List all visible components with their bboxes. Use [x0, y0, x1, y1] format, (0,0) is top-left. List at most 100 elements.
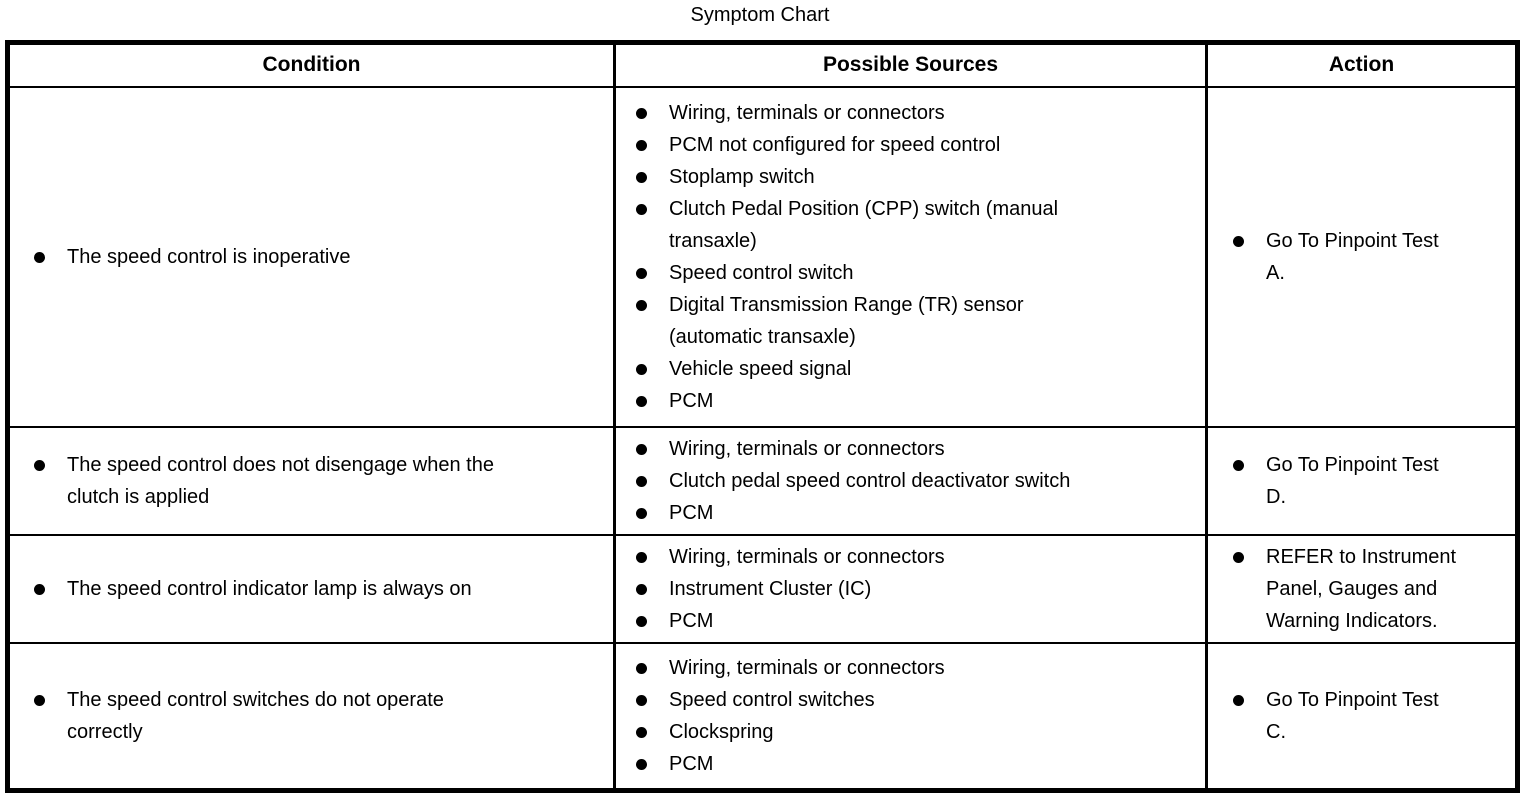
condition-cell: The speed control switches do not operat… — [8, 643, 615, 791]
bullet-icon — [1233, 459, 1244, 471]
bullet-icon — [636, 395, 647, 407]
bullet-icon — [636, 615, 647, 627]
table-body: The speed control is inoperative Wiring, … — [7, 86, 1518, 791]
sources-cell: Wiring, terminals or connectors Speed con… — [613, 642, 1207, 791]
condition-text: The speed control switches do not operat… — [67, 688, 444, 743]
condition-list: The speed control is inoperative — [10, 241, 613, 273]
page-title: Symptom Chart — [690, 4, 830, 26]
table-row: The speed control does not disengage whe… — [7, 426, 1518, 535]
bullet-icon — [636, 299, 647, 311]
action-cell: Go To Pinpoint Test D. — [1205, 426, 1518, 535]
bullet-icon — [636, 107, 647, 119]
sources-item: Vehicle speed signal — [616, 353, 1205, 385]
sources-item: Stoplamp switch — [616, 161, 1205, 193]
condition-list: The speed control indicator lamp is alwa… — [10, 573, 613, 605]
action-text: Go To Pinpoint Test D. — [1266, 453, 1439, 508]
sources-text: Clutch Pedal Position (CPP) switch (manu… — [669, 197, 1059, 252]
bullet-icon — [636, 443, 647, 455]
action-cell: REFER to Instrument Panel, Gauges and Wa… — [1205, 534, 1518, 643]
action-list: Go To Pinpoint Test A. — [1208, 225, 1515, 289]
table-row: The speed control is inoperative Wiring, … — [8, 86, 1518, 427]
action-cell: Go To Pinpoint Test A. — [1205, 86, 1518, 427]
symptom-chart-table: Condition Possible Sources Action The sp… — [5, 40, 1520, 793]
sources-item: PCM — [616, 605, 1205, 637]
bullet-icon — [636, 583, 647, 595]
sources-item: PCM — [616, 748, 1205, 780]
condition-text: The speed control indicator lamp is alwa… — [67, 577, 472, 600]
sources-text: Digital Transmission Range (TR) sensor (… — [669, 293, 1024, 348]
table-header: Condition Possible Sources Action — [7, 42, 1518, 87]
action-item: Go To Pinpoint Test D. — [1208, 449, 1515, 513]
bullet-icon — [636, 267, 647, 279]
action-item: REFER to Instrument Panel, Gauges and Wa… — [1208, 541, 1515, 637]
sources-cell: Wiring, terminals or connectors PCM not c… — [613, 86, 1207, 427]
sources-item: Speed control switch — [616, 257, 1205, 289]
sources-text: Instrument Cluster (IC) — [669, 577, 872, 600]
sources-item: Clockspring — [616, 716, 1205, 748]
bullet-icon — [636, 507, 647, 519]
bullet-icon — [1233, 694, 1244, 706]
sources-cell: Wiring, terminals or connectors Instrumen… — [613, 534, 1207, 643]
sources-text: PCM — [669, 609, 714, 632]
sources-text: Wiring, terminals or connectors — [669, 656, 945, 679]
sources-item: PCM — [616, 497, 1205, 529]
bullet-icon — [636, 171, 647, 183]
sources-item: Clutch pedal speed control deactivator s… — [616, 465, 1205, 497]
sources-text: Clockspring — [669, 720, 774, 743]
bullet-icon — [1233, 235, 1244, 247]
action-list: Go To Pinpoint Test C. — [1208, 684, 1515, 748]
sources-text: Speed control switch — [669, 261, 854, 284]
sources-item: Wiring, terminals or connectors — [616, 97, 1205, 129]
sources-item: PCM — [616, 385, 1205, 417]
bullet-icon — [34, 459, 45, 471]
table-row: The speed control switches do not operat… — [7, 642, 1518, 791]
sources-text: PCM — [669, 501, 714, 524]
header-action: Action — [1205, 42, 1518, 87]
action-list: REFER to Instrument Panel, Gauges and Wa… — [1208, 541, 1515, 637]
bullet-icon — [34, 251, 45, 263]
bullet-icon — [636, 363, 647, 375]
sources-text: PCM not configured for speed control — [669, 133, 1001, 156]
sources-item: Instrument Cluster (IC) — [616, 573, 1205, 605]
bullet-icon — [636, 662, 647, 674]
condition-cell: The speed control does not disengage whe… — [8, 427, 615, 535]
bullet-icon — [636, 551, 647, 563]
sources-item: Wiring, terminals or connectors — [616, 541, 1205, 573]
condition-item: The speed control does not disengage whe… — [10, 449, 613, 513]
action-item: Go To Pinpoint Test C. — [1208, 684, 1515, 748]
sources-text: Vehicle speed signal — [669, 357, 852, 380]
condition-item: The speed control indicator lamp is alwa… — [10, 573, 613, 605]
sources-item: Speed control switches — [616, 684, 1205, 716]
action-item: Go To Pinpoint Test A. — [1208, 225, 1515, 289]
sources-item: Clutch Pedal Position (CPP) switch (manu… — [616, 193, 1205, 257]
header-condition: Condition — [262, 53, 361, 77]
sources-item: Wiring, terminals or connectors — [616, 433, 1205, 465]
sources-text: Speed control switches — [669, 688, 875, 711]
bullet-icon — [34, 583, 45, 595]
bullet-icon — [636, 694, 647, 706]
sources-text: PCM — [669, 752, 714, 775]
action-list: Go To Pinpoint Test D. — [1208, 449, 1515, 513]
sources-item: Wiring, terminals or connectors — [616, 652, 1205, 684]
sources-text: Wiring, terminals or connectors — [669, 101, 945, 124]
action-text: REFER to Instrument Panel, Gauges and Wa… — [1266, 545, 1457, 632]
condition-list: The speed control switches do not operat… — [10, 684, 613, 748]
condition-cell: The speed control is inoperative — [8, 87, 615, 427]
bullet-icon — [34, 694, 45, 706]
condition-list: The speed control does not disengage whe… — [10, 449, 613, 513]
bullet-icon — [636, 475, 647, 487]
action-text: Go To Pinpoint Test A. — [1266, 229, 1439, 284]
bullet-icon — [1233, 551, 1244, 563]
table-row: The speed control indicator lamp is alwa… — [7, 534, 1518, 643]
condition-text: The speed control does not disengage whe… — [67, 453, 494, 508]
sources-list: Wiring, terminals or connectors Instrumen… — [616, 541, 1205, 637]
sources-list: Wiring, terminals or connectors Speed con… — [616, 652, 1205, 780]
action-text: Go To Pinpoint Test C. — [1266, 688, 1439, 743]
sources-text: Wiring, terminals or connectors — [669, 545, 945, 568]
sources-text: Wiring, terminals or connectors — [669, 437, 945, 460]
sources-text: Stoplamp switch — [669, 165, 815, 188]
sources-item: PCM not configured for speed control — [616, 129, 1205, 161]
header-row: Condition Possible Sources Action — [7, 42, 1518, 87]
sources-text: Clutch pedal speed control deactivator s… — [669, 469, 1071, 492]
condition-item: The speed control is inoperative — [10, 241, 613, 273]
